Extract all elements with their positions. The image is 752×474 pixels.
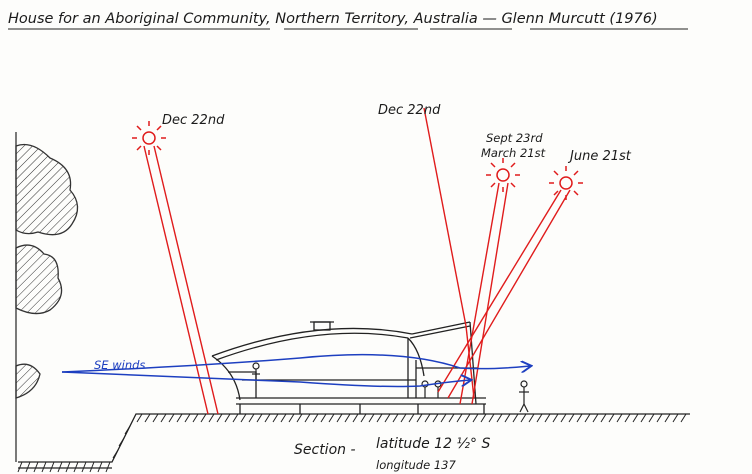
sun-rays (143, 107, 571, 415)
sun-june21 (549, 166, 583, 200)
sun-dec22-left (132, 121, 166, 155)
ground-hatch (17, 413, 687, 473)
longitude-caption: longitude 137 (376, 458, 456, 472)
label-march21: March 21st (481, 146, 546, 160)
label-june21: June 21st (567, 149, 632, 164)
label-dec22-left: Dec 22nd (162, 113, 225, 128)
se-wind-arrows (61, 353, 530, 388)
tree-left (15, 132, 79, 462)
label-dec22-center: Dec 22nd (378, 103, 441, 118)
label-sept23: Sept 23rd (486, 131, 543, 145)
sketch-title: House for an Aboriginal Community, North… (8, 11, 658, 27)
roof-ventilator (310, 321, 334, 331)
label-se-winds: SE winds (94, 358, 145, 372)
ground-section (18, 413, 690, 469)
section-caption: Section - (294, 442, 356, 458)
sun-equinox (486, 158, 520, 192)
latitude-caption: latitude 12 ½° S (376, 436, 490, 452)
